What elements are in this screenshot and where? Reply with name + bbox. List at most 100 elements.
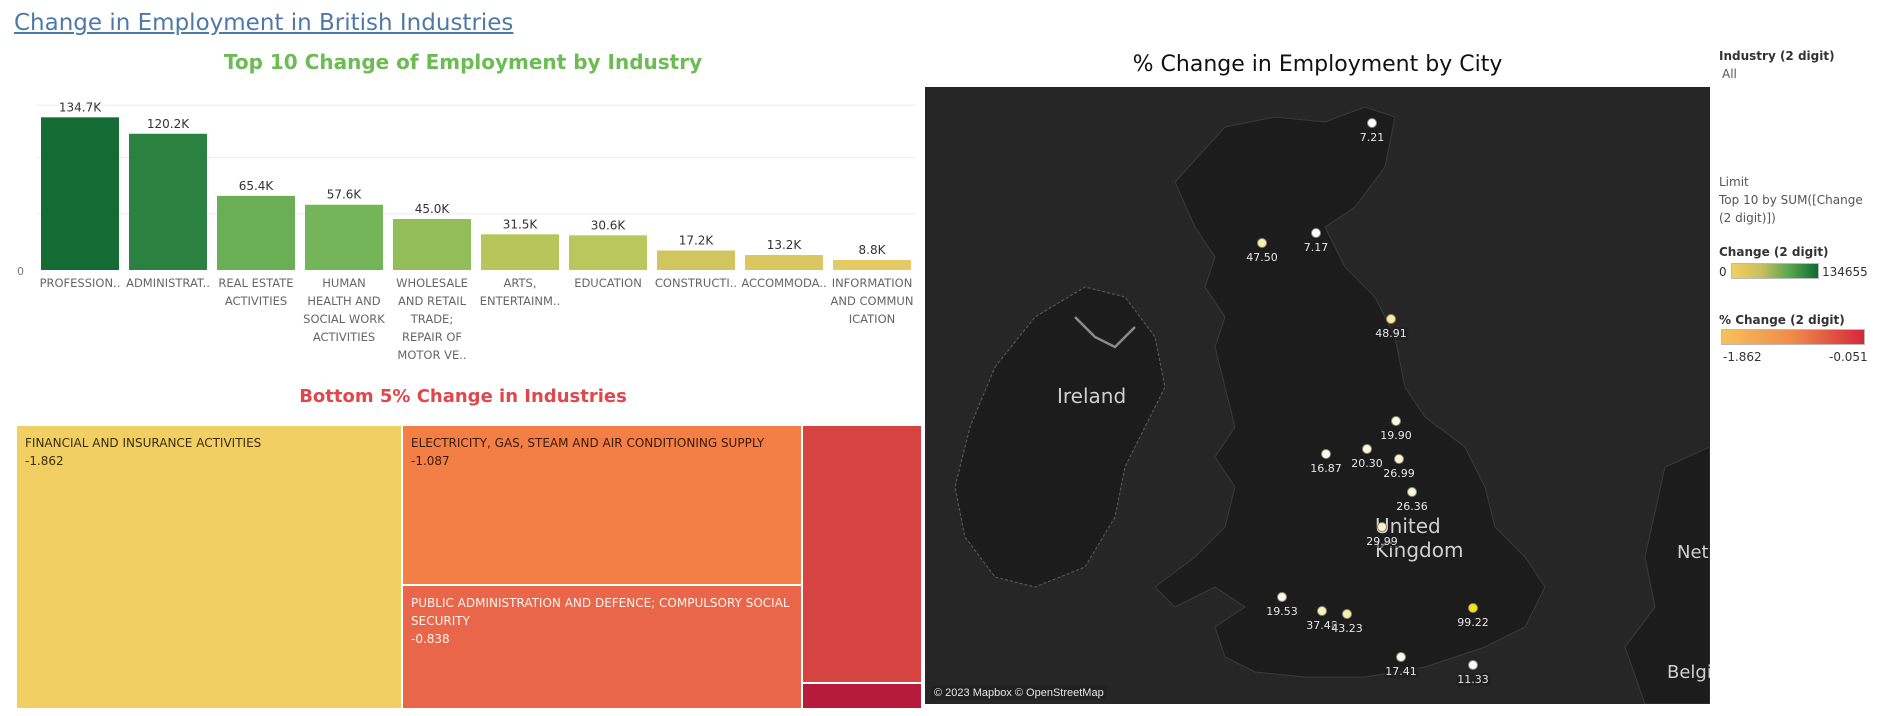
bar[interactable] [569,235,647,270]
city-point-label: 43.23 [1330,622,1364,635]
city-point[interactable] [1394,454,1404,464]
x-tick-label: ADMINISTRAT.. [126,276,210,290]
city-point-label: 29.99 [1365,535,1399,548]
pct-legend: % Change (2 digit) [1719,313,1877,327]
city-point[interactable] [1407,487,1417,497]
bar-data-label: 8.8K [859,243,887,257]
x-tick-label: ARTS, ENTERTAINM.. [480,276,561,308]
place-label-ireland: Ireland [1057,384,1127,408]
industry-filter-label: Industry (2 digit) [1719,49,1835,63]
bar-data-label: 120.2K [147,117,190,131]
city-point-label: 47.50 [1245,251,1279,264]
bar[interactable] [833,260,911,270]
x-tick-label: CONSTRUCTI.. [655,276,737,290]
pct-legend-label: % Change (2 digit) [1719,313,1845,327]
city-point-label: 17.41 [1384,665,1418,678]
city-point-label: 16.87 [1309,462,1343,475]
city-point-label: 20.30 [1350,457,1384,470]
city-point[interactable] [1468,603,1478,613]
map-attribution[interactable]: © 2023 Mapbox © OpenStreetMap [931,686,1107,700]
limit-label: Limit [1719,175,1749,189]
city-point[interactable] [1386,314,1396,324]
treemap-cell-other[interactable] [802,425,922,683]
bar-data-label: 45.0K [415,202,451,216]
industry-filter-value[interactable]: All [1722,67,1737,81]
map-landmass [954,106,1710,704]
bar-data-label: 17.2K [679,234,715,248]
bar-chart-title: Top 10 Change of Employment by Industry [223,50,703,74]
x-tick-label: ACCOMMODA.. [741,276,826,290]
treemap-cell-other-small[interactable] [802,683,922,709]
city-point-label: 26.99 [1382,467,1416,480]
treemap-cell-value: -0.838 [411,632,450,646]
city-point[interactable] [1277,592,1287,602]
bar[interactable] [745,255,823,270]
city-point[interactable] [1391,416,1401,426]
treemap-cell-name: FINANCIAL AND INSURANCE ACTIVITIES [25,436,262,450]
city-point[interactable] [1362,444,1372,454]
bar-data-label: 57.6K [327,188,363,202]
bar[interactable] [305,204,383,270]
pct-legend-max: -0.051 [1829,350,1868,364]
x-tick-label: PROFESSION.. [40,276,121,290]
limit-value: Top 10 by SUM([Change (2 digit)]) [1719,193,1863,225]
treemap-cell-value: -1.862 [25,454,64,468]
treemap-cell-name: PUBLIC ADMINISTRATION AND DEFENCE; COMPU… [411,596,790,628]
city-point[interactable] [1311,228,1321,238]
pct-legend-gradient [1721,329,1865,345]
city-point[interactable] [1468,660,1478,670]
bar[interactable] [657,250,735,270]
bar[interactable] [217,195,295,270]
city-point-label: 19.53 [1265,605,1299,618]
city-point[interactable] [1317,606,1327,616]
bar[interactable] [393,219,471,270]
treemap-title: Bottom 5% Change in Industries [299,386,627,407]
map-title: % Change in Employment by City [1132,52,1503,77]
city-point[interactable] [1367,118,1377,128]
bar-data-label: 65.4K [239,179,275,193]
bar[interactable] [41,117,119,270]
x-tick-label: EDUCATION [574,276,642,290]
city-point-label: 7.17 [1302,241,1330,254]
bar-data-label: 134.7K [59,100,102,114]
city-point[interactable] [1396,652,1406,662]
city-point-label: 19.90 [1379,429,1413,442]
industry-filter[interactable]: Industry (2 digit) All [1719,49,1835,81]
change-legend: Change (2 digit) [1719,245,1877,259]
city-point[interactable] [1377,522,1387,532]
x-tick-label: REAL ESTATE ACTIVITIES [218,276,293,308]
city-point-label: 7.21 [1358,131,1386,144]
city-point-label: 26.36 [1395,500,1429,513]
city-point-label: 11.33 [1456,673,1490,686]
limit-info: Limit Top 10 by SUM([Change (2 digit)]) [1719,175,1877,227]
bar-chart[interactable]: 0 134.7K PROFESSION.. 120.2K ADMINISTRAT.. 65… [0,86,926,376]
bar-data-label: 31.5K [503,217,539,231]
x-tick-label: INFORMATION AND COMMUN ICATION [831,276,914,326]
bar[interactable] [481,234,559,270]
treemap[interactable]: FINANCIAL AND INSURANCE ACTIVITIES -1.86… [16,425,922,709]
change-legend-max: 134655 [1822,265,1868,279]
pct-legend-min: -1.862 [1723,350,1762,364]
city-point-label: 48.91 [1374,327,1408,340]
treemap-cell-name: ELECTRICITY, GAS, STEAM AND AIR CONDITIO… [411,436,765,450]
place-label-belgium: Belgi [1667,662,1710,683]
dashboard-title[interactable]: Change in Employment in British Industri… [14,10,514,36]
treemap-cell-financial[interactable]: FINANCIAL AND INSURANCE ACTIVITIES -1.86… [16,425,402,709]
treemap-cell-value: -1.087 [411,454,450,468]
city-point[interactable] [1257,238,1267,248]
treemap-cell-electricity[interactable]: ELECTRICITY, GAS, STEAM AND AIR CONDITIO… [402,425,802,585]
y-tick-label: 0 [17,265,24,278]
change-legend-label: Change (2 digit) [1719,245,1829,259]
city-map[interactable]: Ireland United Kingdom Neth Belgi 7.217.… [925,87,1710,704]
city-point[interactable] [1342,609,1352,619]
treemap-cell-public-admin[interactable]: PUBLIC ADMINISTRATION AND DEFENCE; COMPU… [402,585,802,709]
bar[interactable] [129,133,207,270]
place-label-netherlands: Neth [1677,542,1710,563]
city-point[interactable] [1321,449,1331,459]
city-point-label: 99.22 [1456,616,1490,629]
change-legend-gradient [1731,263,1819,279]
bar-data-label: 13.2K [767,238,803,252]
change-legend-min: 0 [1719,265,1727,279]
x-tick-label: HUMAN HEALTH AND SOCIAL WORK ACTIVITIES [303,276,385,344]
bar-data-label: 30.6K [591,218,627,232]
